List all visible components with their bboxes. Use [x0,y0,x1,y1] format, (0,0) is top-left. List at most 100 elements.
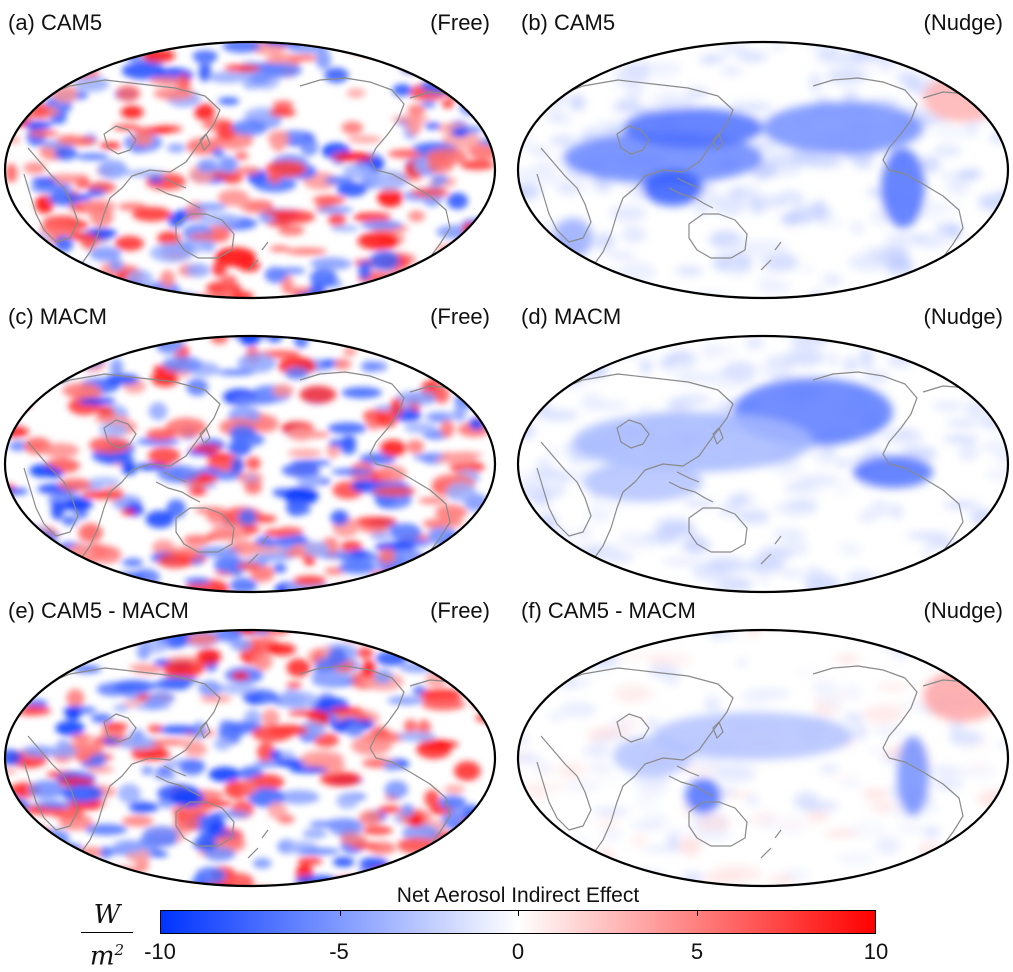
field-blob [282,463,321,477]
field-blob [616,717,647,727]
field-blob [35,626,65,639]
field-blob [625,84,643,102]
field-blob [31,177,57,184]
panel-mode-label: (Nudge) [924,304,1003,330]
map-canvas [0,332,500,596]
field-blob [316,50,331,70]
field-blob [49,875,82,890]
field-blob [374,669,393,683]
field-blob [933,145,961,157]
field-blob [8,662,45,669]
field-blob [191,444,222,452]
field-blob [750,199,765,214]
field-blob [460,371,478,388]
field-blob [113,680,156,692]
field-blob [232,291,254,302]
colorbar-tick-label: 0 [512,940,524,964]
field-blob [559,116,573,124]
field-blob [729,258,746,278]
field-blob [19,367,36,381]
field-blob [78,280,120,288]
field-blob [210,813,223,821]
field-blob [933,125,976,140]
field-blob [146,429,176,441]
field-blob [661,559,698,565]
field-blob [922,861,950,881]
field-blob [736,490,748,498]
panel-title: (f) CAM5 - MACM [521,598,696,624]
field-blob [429,280,442,293]
field-blob [55,721,84,736]
field-blob [63,290,83,300]
field-blob [414,285,456,301]
field-blob [630,776,673,783]
field-blob [0,91,29,110]
field-blob [422,519,464,528]
map-canvas [0,626,500,890]
field-blob [513,223,543,241]
field-blob [205,453,233,459]
field-blob [267,220,291,226]
field-blob [437,844,473,859]
field-blob [513,572,546,584]
field-blob [806,811,830,822]
field-blob [835,654,861,663]
field-blob [446,342,463,357]
field-blob [860,353,873,369]
field-blob [880,633,913,644]
field-blob [90,871,114,886]
field-blob [550,862,563,872]
field-blob [964,293,998,302]
field-blob [48,191,79,205]
field-blob [513,251,552,264]
map-canvas [513,332,1013,596]
field-blob [513,375,546,383]
field-blob [439,795,467,809]
field-blob [0,401,26,409]
field-blob [678,837,701,856]
field-blob [341,387,382,399]
field-blob [401,804,414,817]
field-blob [86,333,111,346]
field-blob [99,142,121,149]
field-blob [700,55,715,64]
field-blob [238,509,257,527]
panel-c: (c) MACM (Free) [0,302,500,596]
field-patch [923,74,1003,122]
map-f [513,626,1013,890]
map-a [0,38,500,302]
field-blob [435,456,477,464]
field-blob [837,852,874,867]
field-blob [370,532,391,540]
field-blob [579,177,595,193]
colorbar-title: Net Aerosol Indirect Effect [160,884,876,908]
field-blob [280,691,319,709]
field-blob [469,585,494,596]
map-e [0,626,500,890]
field-blob [163,660,206,677]
field-blob [269,108,295,117]
field-blob [553,38,595,46]
field-blob [748,239,789,259]
field-blob [627,534,659,549]
field-blob [253,652,272,671]
field-blob [452,538,468,556]
field-blob [99,581,124,596]
field-blob [447,84,465,100]
field-blob [293,576,326,586]
field-blob [435,505,467,521]
field-blob [953,277,985,290]
panel-f: (f) CAM5 - MACM (Nudge) [513,596,1013,890]
field-blob [377,46,411,54]
field-blob [816,450,834,465]
field-patch [763,102,923,154]
field-blob [459,845,500,857]
field-blob [571,357,597,369]
field-blob [862,789,890,799]
field-blob [945,861,987,876]
field-blob [458,81,471,88]
panel-title: (a) CAM5 [8,10,102,36]
field-blob [929,360,973,369]
field-blob [383,332,424,345]
field-blob [383,761,398,771]
